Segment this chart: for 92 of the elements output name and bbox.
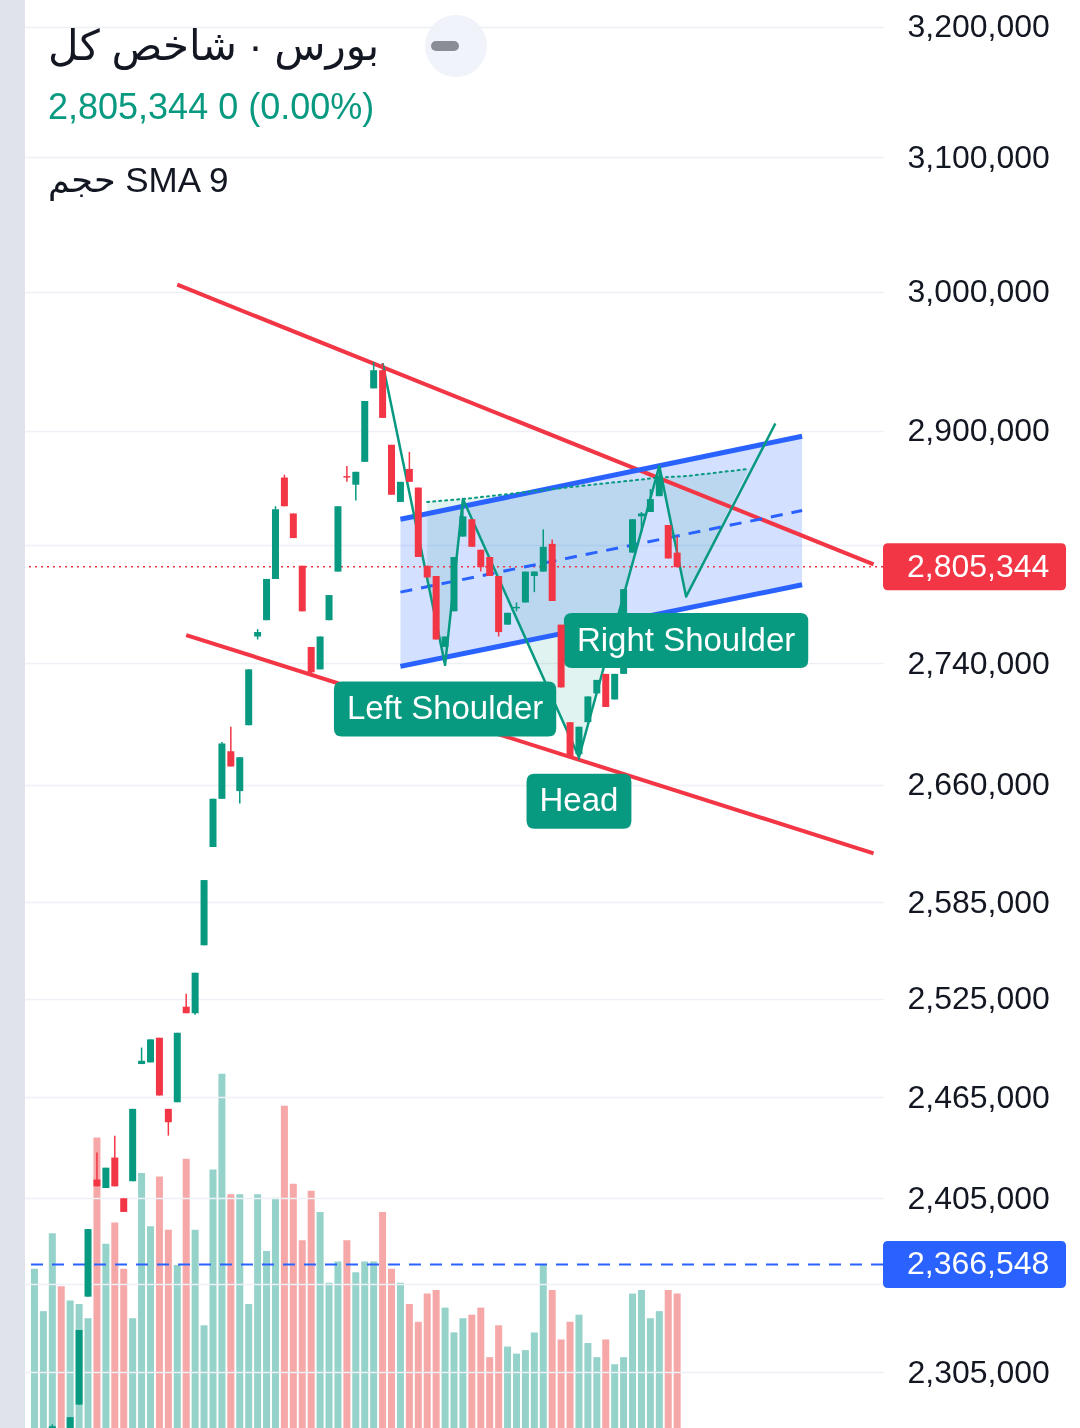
bar <box>155 1176 163 1428</box>
bar <box>593 1357 601 1428</box>
bar <box>486 1357 494 1428</box>
bar <box>39 1311 47 1428</box>
bar <box>637 1289 645 1428</box>
bar <box>396 1282 404 1428</box>
candlestick <box>405 451 413 483</box>
bar <box>298 1240 306 1428</box>
bar <box>611 1364 619 1428</box>
bar <box>173 1265 181 1428</box>
bar <box>441 1307 449 1428</box>
bar <box>655 1311 663 1428</box>
bar <box>316 1211 324 1428</box>
annotation: Left Shoulder <box>346 688 544 726</box>
bar <box>504 1346 512 1428</box>
bar <box>370 1261 378 1428</box>
bar <box>664 1289 672 1428</box>
bar <box>414 1321 422 1428</box>
bar <box>57 1286 65 1428</box>
ref-line-label: 2,366,548 <box>907 1245 1050 1282</box>
y-tick-label: 2,465,000 <box>907 1078 1050 1115</box>
bar <box>548 1289 556 1428</box>
bar <box>459 1318 467 1428</box>
bar <box>388 1268 396 1428</box>
bar <box>343 1240 351 1428</box>
y-tick-label: 2,525,000 <box>907 980 1050 1017</box>
bar <box>245 1304 253 1428</box>
bar <box>477 1307 485 1428</box>
ref-line-label: 2,805,344 <box>907 547 1050 584</box>
text: 2,805,344 0 (0.00%) <box>48 86 375 127</box>
bar <box>379 1211 387 1428</box>
bar <box>227 1194 235 1428</box>
candlestick <box>164 1108 172 1137</box>
text: بورس · شاخص کل <box>48 22 380 70</box>
bar <box>271 1197 279 1428</box>
candlestick <box>227 725 235 768</box>
bar <box>254 1194 262 1428</box>
bar <box>138 1173 146 1428</box>
bar <box>530 1332 538 1428</box>
candlestick <box>352 471 360 502</box>
bar <box>48 1233 56 1428</box>
bar <box>30 1268 38 1428</box>
bar <box>405 1304 413 1428</box>
y-tick-label: 2,660,000 <box>907 766 1050 803</box>
candlestick <box>637 511 645 534</box>
bar <box>629 1293 637 1428</box>
y-tick-label: 3,100,000 <box>907 138 1050 175</box>
bar <box>512 1353 520 1428</box>
y-tick-label: 2,305,000 <box>907 1353 1050 1390</box>
bar <box>120 1268 128 1428</box>
bar <box>495 1325 503 1428</box>
bar <box>236 1194 244 1428</box>
bar <box>521 1350 529 1428</box>
bar <box>646 1318 654 1428</box>
bar <box>584 1343 592 1428</box>
candlestick <box>370 361 378 390</box>
bar <box>84 1318 92 1428</box>
bar <box>468 1314 476 1428</box>
y-tick-label: 2,585,000 <box>907 883 1050 920</box>
bar <box>191 1229 199 1428</box>
bar <box>539 1265 547 1428</box>
bar <box>620 1357 628 1428</box>
bar <box>93 1137 101 1428</box>
y-tick-label: 2,405,000 <box>907 1179 1050 1216</box>
bar <box>557 1339 565 1428</box>
bar <box>432 1289 440 1428</box>
bar <box>575 1314 583 1428</box>
bar <box>602 1339 610 1428</box>
candlestick <box>343 465 351 483</box>
bar <box>289 1183 297 1428</box>
bar <box>218 1073 226 1428</box>
bar <box>566 1321 574 1428</box>
bar <box>280 1105 288 1428</box>
bar <box>307 1190 315 1428</box>
annotation: حجم SMA 9 <box>48 160 229 201</box>
y-tick-label: 3,200,000 <box>907 8 1050 45</box>
annotation: Right Shoulder <box>576 620 796 658</box>
y-tick-label: 3,000,000 <box>907 273 1050 310</box>
y-tick-label: 2,900,000 <box>907 412 1050 449</box>
bar <box>147 1226 155 1428</box>
bar <box>164 1229 172 1428</box>
bar <box>352 1272 360 1428</box>
bar <box>182 1158 190 1428</box>
bar <box>111 1222 119 1428</box>
bar <box>263 1250 271 1428</box>
bar <box>102 1243 110 1428</box>
bar <box>673 1293 681 1428</box>
bar <box>361 1261 369 1428</box>
bar <box>129 1318 137 1428</box>
bar <box>423 1293 431 1428</box>
y-tick-label: 2,740,000 <box>907 644 1050 681</box>
annotation: Head <box>539 781 619 819</box>
